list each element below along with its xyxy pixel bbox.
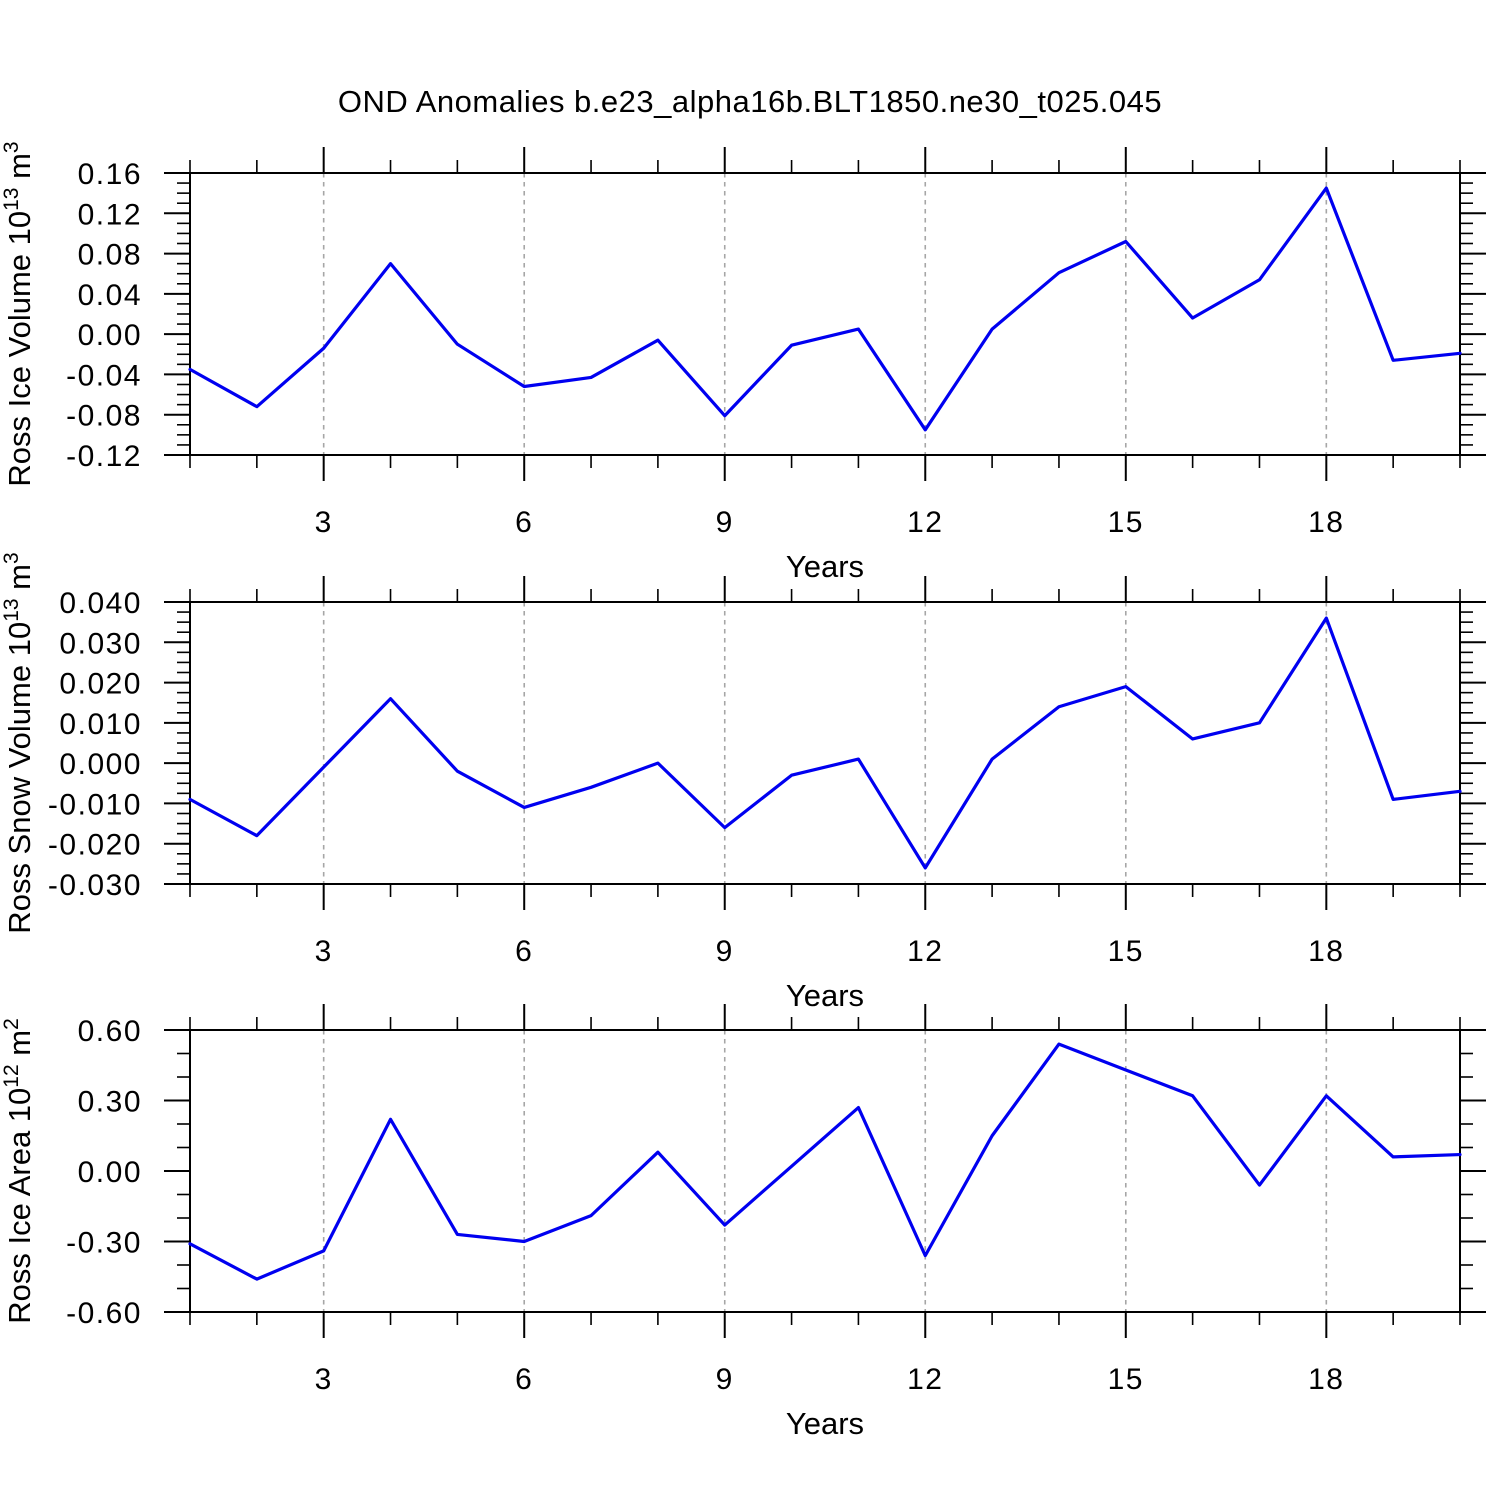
ross-ice-area-y-tick-label: -0.30: [66, 1227, 142, 1260]
ross-snow-volume-y-tick-label: -0.010: [48, 788, 142, 821]
ross-ice-volume-x-tick-label: 3: [315, 506, 333, 539]
ross-ice-area-x-tick-label: 15: [1108, 1363, 1144, 1396]
ross-ice-volume-y-tick-label: 0.16: [78, 158, 142, 191]
ross-ice-volume-x-axis-title: Years: [786, 549, 864, 584]
ross-snow-volume-plot-box: [189, 601, 1461, 885]
ross-snow-volume-y-tick-label: 0.030: [59, 627, 142, 660]
ross-ice-volume-y-tick-label: -0.04: [66, 359, 142, 392]
ross-ice-area-y-tick-label: 0.30: [78, 1086, 142, 1119]
ross-ice-area-x-tick-label: 12: [907, 1363, 943, 1396]
figure-title: OND Anomalies b.e23_alpha16b.BLT1850.ne3…: [337, 84, 1163, 119]
ross-ice-area-y-tick-label: 0.00: [78, 1156, 142, 1189]
ross-ice-volume-x-tick-label: 12: [907, 506, 943, 539]
ross-ice-area-plot-box: [189, 1029, 1461, 1313]
ross-ice-area-x-tick-label: 3: [315, 1363, 333, 1396]
ross-ice-area-y-axis-title: Ross Ice Area 1012 m2: [0, 1018, 37, 1324]
ross-ice-area-x-tick-label: 9: [716, 1363, 734, 1396]
ross-snow-volume-y-axis-title: Ross Snow Volume 1013 m3: [0, 552, 37, 933]
ross-ice-area-x-axis-title: Years: [786, 1406, 864, 1441]
ross-snow-volume-y-tick-label: -0.030: [48, 869, 142, 902]
ross-ice-volume-plot-box: [189, 172, 1461, 456]
ross-ice-volume-x-tick-label: 15: [1108, 506, 1144, 539]
ross-snow-volume-x-tick-label: 9: [716, 935, 734, 968]
ross-ice-area-y-tick-label: 0.60: [78, 1015, 142, 1048]
ross-ice-area-data-line: [188, 1042, 1462, 1281]
ross-snow-volume-x-tick-label: 15: [1108, 935, 1144, 968]
ross-ice-volume-x-tick-label: 9: [716, 506, 734, 539]
ross-ice-volume-y-tick-label: 0.12: [78, 198, 142, 231]
ross-ice-volume-y-tick-label: 0.00: [78, 319, 142, 352]
ross-snow-volume-y-tick-label: 0.040: [59, 587, 142, 620]
ross-snow-volume-x-tick-label: 6: [515, 935, 533, 968]
ross-snow-volume-x-tick-label: 12: [907, 935, 943, 968]
ross-ice-volume-y-tick-label: 0.04: [78, 279, 142, 312]
ross-ice-volume-y-axis-title: Ross Ice Volume 1013 m3: [0, 141, 37, 486]
ross-ice-volume-x-tick-label: 18: [1308, 506, 1344, 539]
ross-snow-volume-y-tick-label: 0.010: [59, 708, 142, 741]
ross-ice-area-x-tick-label: 6: [515, 1363, 533, 1396]
ross-snow-volume-y-tick-label: 0.000: [59, 748, 142, 781]
ross-ice-volume-y-tick-label: 0.08: [78, 239, 142, 272]
ross-snow-volume-x-tick-label: 3: [315, 935, 333, 968]
ross-ice-area-x-tick-label: 18: [1308, 1363, 1344, 1396]
ross-snow-volume-y-tick-label: -0.020: [48, 829, 142, 862]
ross-snow-volume-x-tick-label: 18: [1308, 935, 1344, 968]
ross-ice-area-y-tick-label: -0.60: [66, 1297, 142, 1330]
ross-ice-volume-y-tick-label: -0.08: [66, 400, 142, 433]
ross-snow-volume-y-tick-label: 0.020: [59, 668, 142, 701]
ross-snow-volume-data-line: [188, 616, 1462, 870]
ross-ice-volume-x-tick-label: 6: [515, 506, 533, 539]
ross-snow-volume-x-axis-title: Years: [786, 978, 864, 1013]
ross-ice-volume-data-line: [188, 186, 1462, 432]
ross-ice-volume-y-tick-label: -0.12: [66, 440, 142, 473]
